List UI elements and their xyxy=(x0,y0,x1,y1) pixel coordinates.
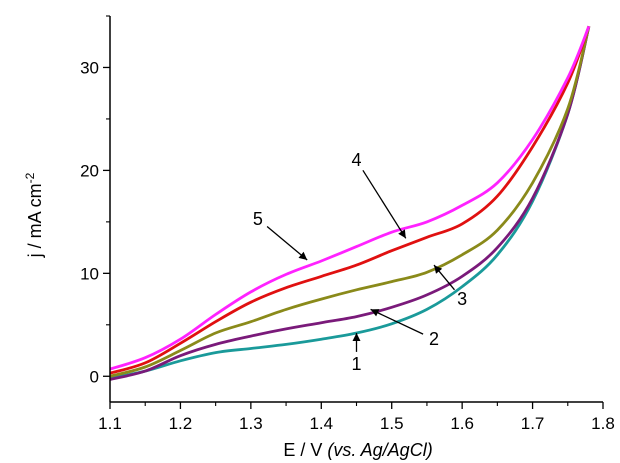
ticks-group: 1.1 1.2 1.3 1.4 1.5 1.6 1.7 1.8 0 10 20 30 xyxy=(80,15,615,433)
curve-arrowhead-2 xyxy=(370,309,380,317)
curve-arrow-4 xyxy=(362,169,407,239)
x-tick-label: 1.1 xyxy=(98,414,122,433)
x-tick-label: 1.3 xyxy=(239,414,263,433)
x-axis-title: E / V (vs. Ag/AgCl) xyxy=(283,440,432,460)
series-line-1 xyxy=(110,25,591,380)
curve-label-2: 2 xyxy=(429,329,439,349)
curve-arrow-5 xyxy=(266,226,308,261)
curve-arrowhead-3 xyxy=(434,265,443,274)
curve-label-5: 5 xyxy=(253,209,263,229)
y-axis-title: j / mA cm-2 xyxy=(23,172,45,258)
x-axis-title-italic: (vs. Ag/AgCl) xyxy=(327,440,432,460)
x-tick-label: 1.5 xyxy=(380,414,404,433)
x-tick-label: 1.6 xyxy=(450,414,474,433)
y-tick-label: 0 xyxy=(90,367,99,386)
y-axis-title-main: j / mA cm xyxy=(25,183,45,258)
curve-label-3: 3 xyxy=(457,289,467,309)
y-tick-label: 10 xyxy=(80,264,99,283)
curve-arrow-2 xyxy=(370,308,424,335)
curves-group xyxy=(110,25,591,381)
y-tick-label: 20 xyxy=(80,161,99,180)
curve-arrowhead-1 xyxy=(352,333,361,341)
x-tick-label: 1.7 xyxy=(521,414,545,433)
series-line-2 xyxy=(110,25,591,381)
series-line-5 xyxy=(110,25,591,371)
curve-label-1: 1 xyxy=(351,354,361,374)
x-axis-title-main: E / V xyxy=(283,440,327,460)
series-line-4 xyxy=(110,25,591,375)
y-axis-title-sup: -2 xyxy=(23,172,37,183)
x-tick-label: 1.8 xyxy=(591,414,615,433)
x-tick-label: 1.2 xyxy=(169,414,193,433)
curve-label-4: 4 xyxy=(351,150,361,170)
x-tick-label: 1.4 xyxy=(309,414,333,433)
y-tick-label: 30 xyxy=(80,58,99,77)
curve-arrowhead-4 xyxy=(398,229,406,239)
series-line-3 xyxy=(110,25,591,378)
curve-arrowhead-5 xyxy=(298,251,308,260)
